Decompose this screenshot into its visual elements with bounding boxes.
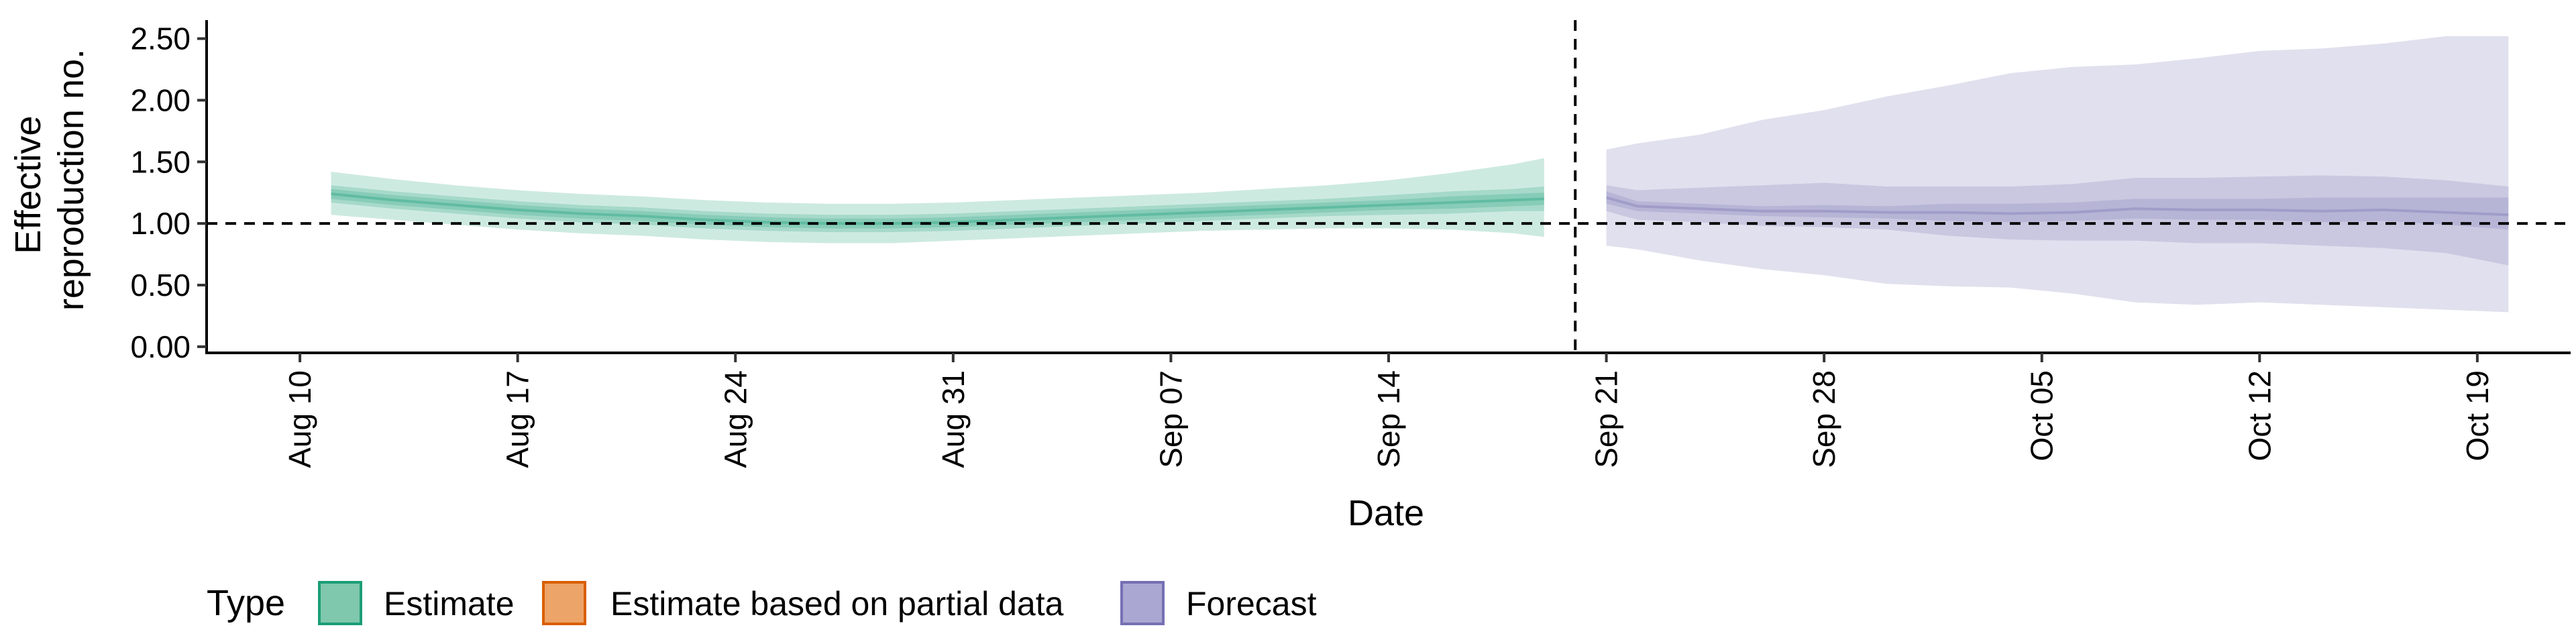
x-tick-label: Sep 21 [1589,370,1624,468]
x-tick-label: Sep 28 [1807,370,1841,468]
legend-key-partial [542,581,586,625]
legend-key-forecast [1120,581,1165,625]
y-tick-label: 1.50 [130,144,191,179]
legend-key-estimate [318,581,362,625]
x-tick-label: Aug 24 [718,370,753,468]
x-tick-label: Oct 19 [2460,370,2495,462]
legend-title: Type [207,583,285,623]
y-axis-ticks: 0.00 0.50 1.00 1.50 2.00 2.50 [130,21,207,364]
uncertainty-bands [331,36,2509,313]
x-tick-label: Oct 12 [2242,370,2277,462]
forecast-median-line [1606,196,2509,217]
y-axis-label-line-1: Effective [8,115,48,254]
legend-label-estimate: Estimate [384,585,515,623]
y-tick-label: 2.00 [130,83,191,117]
forecast-band-ci50 [1606,175,2509,266]
x-tick-label: Aug 17 [500,370,535,468]
x-axis-ticks: Aug 10 Aug 17 Aug 24 Aug 31 Sep 07 Sep 14 Sep … [282,353,2495,468]
legend-label-partial: Estimate based on partial data [610,585,1064,623]
legend-label-forecast: Forecast [1186,585,1317,623]
y-axis-label-line-2: reproduction no. [51,49,91,311]
y-axis-label: Effective reproduction no. [8,49,91,311]
forecast-band-ci20 [1606,191,2509,230]
estimate-band-ci20 [331,189,1544,229]
y-tick-label: 0.50 [130,268,191,303]
legend: Type Estimate Estimate based on partial … [207,581,1317,625]
x-tick-label: Oct 05 [2025,370,2059,462]
median-lines [331,193,2509,225]
y-tick-label: 2.50 [130,21,191,56]
y-tick-label: 1.00 [130,206,191,241]
x-axis-label: Date [1348,493,1424,533]
y-tick-label: 0.00 [130,329,191,364]
x-tick-label: Aug 31 [936,370,971,468]
x-tick-label: Aug 10 [282,370,317,468]
x-tick-label: Sep 07 [1153,370,1188,468]
estimate-band-ci50 [331,185,1544,232]
estimate-band-ci90 [331,158,1544,244]
forecast-band-ci90 [1606,36,2509,313]
x-tick-label: Sep 14 [1371,370,1406,468]
estimate-median-line [331,193,1544,225]
